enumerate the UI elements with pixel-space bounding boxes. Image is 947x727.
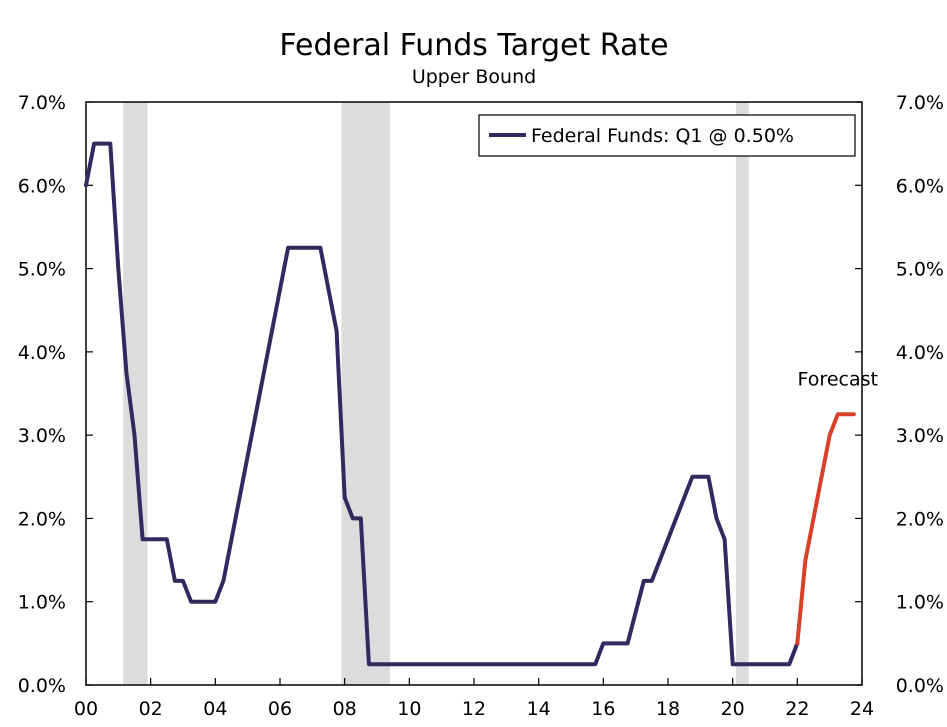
y-tick-label-left: 5.0% xyxy=(18,259,66,281)
x-tick-label: 02 xyxy=(139,698,163,720)
recession-bands xyxy=(123,102,749,685)
series-line-forecast xyxy=(795,412,856,646)
y-tick-label-left: 3.0% xyxy=(18,425,66,447)
recession-band-1 xyxy=(123,102,148,685)
y-tick-label-right: 6.0% xyxy=(896,175,944,197)
x-tick-label: 18 xyxy=(656,698,680,720)
x-tick-label: 12 xyxy=(462,698,486,720)
y-tick-label-left: 2.0% xyxy=(18,508,66,530)
y-tick-label-right: 7.0% xyxy=(896,92,944,114)
x-tick-label: 24 xyxy=(850,698,874,720)
y-tick-label-right: 4.0% xyxy=(896,342,944,364)
legend-box xyxy=(478,114,856,157)
series-line-federal-funds xyxy=(84,141,800,667)
x-tick-label: 16 xyxy=(591,698,615,720)
y-tick-label-left: 7.0% xyxy=(18,92,66,114)
x-tick-label: 20 xyxy=(721,698,745,720)
y-tick-label-left: 4.0% xyxy=(18,342,66,364)
recession-band-3 xyxy=(735,102,749,685)
axis-ticks: 0.0% 0.0% 1.0% 1.0% 2.0% 2.0% 3.0% 3.0% 4.0% 4.0%… xyxy=(18,92,944,720)
x-tick-label: 10 xyxy=(397,698,421,720)
x-tick-label: 22 xyxy=(785,698,809,720)
forecast-annotation: Forecast xyxy=(798,369,878,391)
y-tick-label-right: 3.0% xyxy=(896,425,944,447)
chart-title: Federal Funds Target Rate xyxy=(279,28,668,63)
y-tick-label-right: 5.0% xyxy=(896,259,944,281)
y-tick-label-right: 2.0% xyxy=(896,508,944,530)
x-tick-label: 08 xyxy=(333,698,357,720)
chart-subtitle: Upper Bound xyxy=(412,66,536,88)
x-tick-label: 00 xyxy=(74,698,98,720)
legend: Federal Funds: Q1 @ 0.50% xyxy=(478,114,856,157)
y-tick-label-left: 6.0% xyxy=(18,175,66,197)
series-lines xyxy=(84,141,856,667)
y-tick-label-left: 1.0% xyxy=(18,592,66,614)
x-tick-label: 06 xyxy=(268,698,292,720)
y-tick-label-right: 0.0% xyxy=(896,675,944,697)
legend-label: Federal Funds: Q1 @ 0.50% xyxy=(531,125,794,147)
y-tick-label-right: 1.0% xyxy=(896,592,944,614)
x-tick-label: 04 xyxy=(203,698,227,720)
x-tick-label: 14 xyxy=(527,698,551,720)
y-tick-label-left: 0.0% xyxy=(18,675,66,697)
